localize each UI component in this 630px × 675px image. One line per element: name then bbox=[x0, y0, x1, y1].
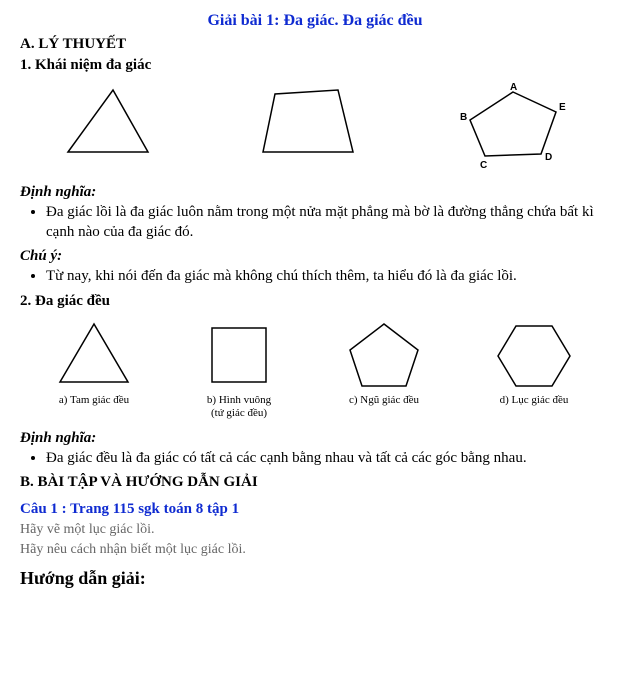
fig-item-pentagon: c) Ngũ giác đều bbox=[344, 318, 424, 407]
definition-1-text: Đa giác lồi là đa giác luôn nằm trong mộ… bbox=[46, 203, 610, 242]
solution-heading: Hướng dẫn giải: bbox=[20, 568, 610, 589]
figure-row-1: A E D C B bbox=[20, 82, 610, 174]
caption-d: d) Lục giác đều bbox=[492, 394, 576, 407]
fig-reg-pentagon bbox=[344, 318, 424, 390]
fig-square bbox=[202, 318, 276, 390]
definition-list-1: Đa giác lồi là đa giác luôn nằm trong mộ… bbox=[46, 203, 610, 242]
fig-triangle-irregular bbox=[58, 82, 158, 162]
exercise-line-1: Hãy vẽ một lục giác lồi. bbox=[20, 522, 610, 538]
page-title: Giải bài 1: Đa giác. Đa giác đều bbox=[20, 12, 610, 30]
definition-list-2: Đa giác đều là đa giác có tất cả các cạn… bbox=[46, 449, 610, 469]
fig-eq-triangle bbox=[54, 318, 134, 390]
figure-row-2: a) Tam giác đều b) Hình vuông (tứ giác đ… bbox=[20, 318, 610, 420]
vertex-a: A bbox=[510, 82, 517, 93]
vertex-c: C bbox=[480, 160, 487, 171]
exercise-line-2: Hãy nêu cách nhận biết một lục giác lồi. bbox=[20, 542, 610, 558]
fig-item-square: b) Hình vuông (tứ giác đều) bbox=[202, 318, 276, 420]
vertex-b: B bbox=[460, 112, 467, 123]
section-a-heading: A. LÝ THUYẾT bbox=[20, 36, 610, 53]
fig-item-triangle: a) Tam giác đều bbox=[54, 318, 134, 407]
section-b-heading: B. BÀI TẬP VÀ HƯỚNG DẪN GIẢI bbox=[20, 474, 610, 491]
caption-c: c) Ngũ giác đều bbox=[344, 394, 424, 407]
caption-b: b) Hình vuông (tứ giác đều) bbox=[202, 394, 276, 420]
exercise-link-text: Câu 1 : Trang 115 sgk toán 8 tập 1 bbox=[20, 501, 239, 517]
caption-a: a) Tam giác đều bbox=[54, 394, 134, 407]
subsection-1: 1. Khái niệm đa giác bbox=[20, 57, 610, 74]
fig-quadrilateral bbox=[253, 82, 363, 162]
definition-label-1: Định nghĩa: bbox=[20, 184, 610, 201]
subsection-2: 2. Đa giác đều bbox=[20, 293, 610, 310]
definition-2-text: Đa giác đều là đa giác có tất cả các cạn… bbox=[46, 449, 610, 469]
definition-label-2: Định nghĩa: bbox=[20, 430, 610, 447]
note-list: Từ nay, khi nói đến đa giác mà không chú… bbox=[46, 267, 610, 287]
fig-pentagon-labeled: A E D C B bbox=[458, 82, 573, 174]
caption-b-line1: b) Hình vuông bbox=[207, 394, 271, 406]
exercise-link[interactable]: Câu 1 : Trang 115 sgk toán 8 tập 1 bbox=[20, 501, 610, 518]
vertex-d: D bbox=[545, 152, 552, 163]
fig-reg-hexagon bbox=[492, 318, 576, 390]
note-1-text: Từ nay, khi nói đến đa giác mà không chú… bbox=[46, 267, 610, 287]
fig-item-hexagon: d) Lục giác đều bbox=[492, 318, 576, 407]
caption-b-line2: (tứ giác đều) bbox=[211, 407, 267, 419]
vertex-e: E bbox=[559, 102, 566, 113]
note-label: Chú ý: bbox=[20, 248, 610, 265]
